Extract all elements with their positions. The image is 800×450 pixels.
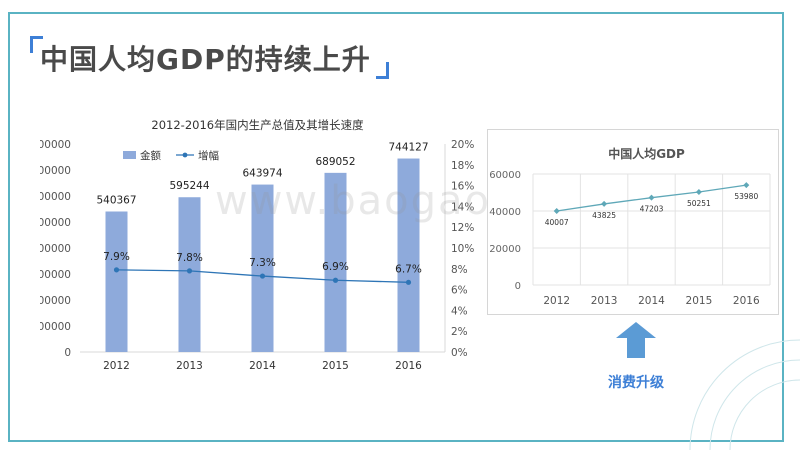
page-title: 中国人均GDP的持续上升 <box>40 43 371 76</box>
right-y-tick-label: 20000 <box>489 244 521 255</box>
per-capita-point <box>601 200 608 207</box>
growth-point <box>113 267 120 273</box>
x-tick-label: 2015 <box>322 360 349 372</box>
title-bracket-left <box>30 36 43 53</box>
bar-value-label: 689052 <box>315 156 355 168</box>
growth-point <box>259 273 266 279</box>
y2-tick-label: 18% <box>451 160 474 172</box>
x-tick-label: 2012 <box>103 360 130 372</box>
growth-value-label: 6.9% <box>322 261 349 273</box>
growth-point <box>186 268 193 274</box>
y2-tick-label: 12% <box>451 222 474 234</box>
y-tick-label: 600000 <box>40 191 71 203</box>
growth-point <box>405 279 412 285</box>
chart-title: 2012-2016年国内生产总值及其增长速度 <box>151 118 364 132</box>
right-y-tick-label: 0 <box>515 281 521 292</box>
right-x-tick-label: 2014 <box>638 295 665 307</box>
up-arrow-icon <box>616 322 656 358</box>
y2-tick-label: 10% <box>451 243 474 255</box>
growth-value-label: 7.3% <box>249 257 276 269</box>
per-capita-value-label: 50251 <box>687 199 711 208</box>
per-capita-value-label: 40007 <box>545 218 569 227</box>
y2-tick-label: 16% <box>451 181 474 193</box>
right-y-tick-label: 60000 <box>489 170 521 181</box>
right-x-tick-label: 2015 <box>686 295 713 307</box>
legend-label-amount: 金额 <box>140 149 161 162</box>
bar-value-label: 744127 <box>388 142 428 154</box>
y-tick-label: 700000 <box>40 165 71 177</box>
y-tick-label: 500000 <box>40 217 71 229</box>
bar <box>178 197 201 352</box>
growth-value-label: 7.9% <box>103 251 130 263</box>
per-capita-point <box>743 182 750 189</box>
bar-value-label: 643974 <box>242 168 282 180</box>
y2-tick-label: 20% <box>451 139 474 151</box>
title-bracket-right <box>376 62 389 79</box>
y-tick-label: 400000 <box>40 243 71 255</box>
bar <box>324 172 347 352</box>
right-x-tick-label: 2012 <box>543 295 570 307</box>
decorative-arcs <box>689 339 800 450</box>
y-tick-label: 100000 <box>40 321 71 333</box>
bar <box>397 158 420 352</box>
bar <box>105 211 128 352</box>
y2-tick-label: 2% <box>451 326 468 338</box>
bar-value-label: 540367 <box>96 195 136 207</box>
x-tick-label: 2014 <box>249 360 276 372</box>
y2-tick-label: 14% <box>451 201 474 213</box>
y2-tick-label: 0% <box>451 347 468 359</box>
bar-value-label: 595244 <box>169 180 209 192</box>
y2-tick-label: 8% <box>451 264 468 276</box>
per-capita-gdp-chart: 中国人均GDP 0 20000 40000 60000 2012 2013 2014 2015 2… <box>489 146 771 307</box>
per-capita-gdp-card: 中国人均GDP 0 20000 40000 60000 2012 2013 2014 2015 2… <box>487 129 779 315</box>
legend: 金额 增幅 <box>123 149 219 162</box>
per-capita-point <box>648 194 655 201</box>
per-capita-value-label: 53980 <box>734 192 758 201</box>
y-tick-label: 800000 <box>40 139 71 151</box>
per-capita-point <box>553 207 560 214</box>
growth-value-label: 6.7% <box>395 263 422 275</box>
right-y-tick-label: 40000 <box>489 207 521 218</box>
y2-tick-label: 4% <box>451 305 468 317</box>
right-x-tick-label: 2013 <box>591 295 618 307</box>
y-tick-label: 200000 <box>40 295 71 307</box>
per-capita-value-label: 47203 <box>640 205 664 214</box>
y-tick-label: 300000 <box>40 269 71 281</box>
legend-swatch-amount <box>123 151 136 159</box>
per-capita-value-label: 43825 <box>592 211 616 220</box>
x-tick-label: 2013 <box>176 360 203 372</box>
right-chart-title: 中国人均GDP <box>608 146 685 161</box>
x-tick-label: 2016 <box>395 360 422 372</box>
legend-marker-growth <box>182 152 188 158</box>
bar <box>251 184 274 352</box>
growth-value-label: 7.8% <box>176 252 203 264</box>
growth-point <box>332 277 339 283</box>
right-x-tick-label: 2016 <box>733 295 760 307</box>
per-capita-point <box>695 189 702 196</box>
y-tick-label: 0 <box>64 347 71 359</box>
legend-label-growth: 增幅 <box>198 149 219 162</box>
y2-tick-label: 6% <box>451 285 468 297</box>
gdp-growth-chart: 2012-2016年国内生产总值及其增长速度 0 100000 200000 30000… <box>40 118 474 372</box>
consumption-upgrade-label: 消费升级 <box>608 375 664 391</box>
slide-frame <box>8 12 784 442</box>
